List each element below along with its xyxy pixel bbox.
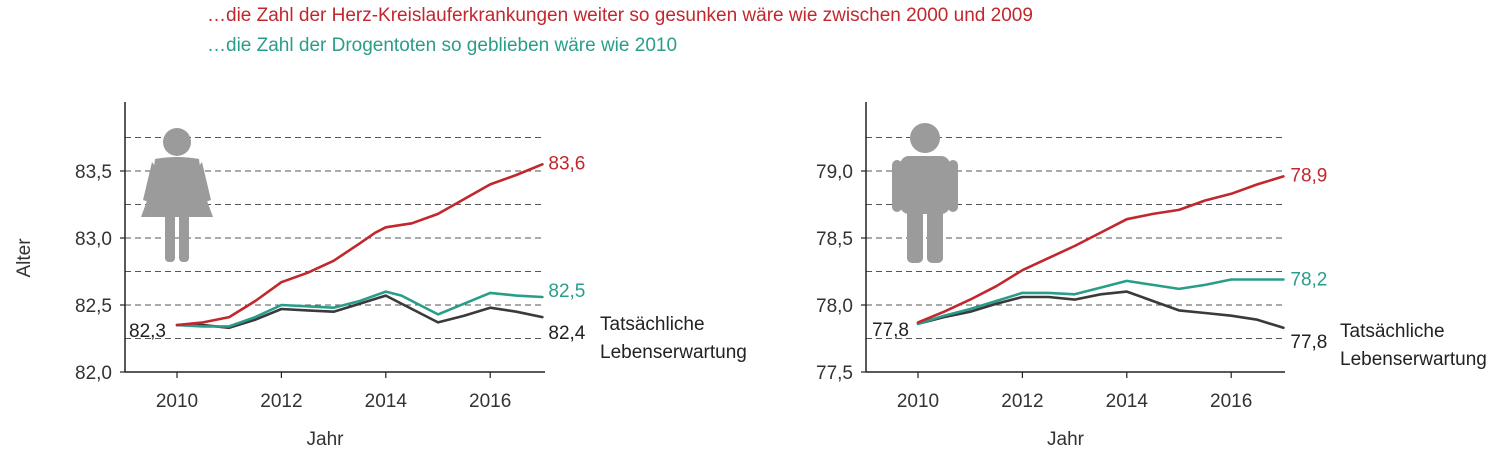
icon-arm-right <box>196 162 211 202</box>
icon-leg-left <box>907 206 923 263</box>
male-person-icon <box>892 123 958 263</box>
y-tick-label: 77,5 <box>816 363 853 384</box>
x-axis-title: Jahr <box>307 429 345 450</box>
icon-leg-left <box>165 214 175 262</box>
x-tick-label: 2014 <box>1106 391 1149 412</box>
chart-panel-male: 77,5 78,0 78,5 79,0 2010 2012 2014 2016 Jahr 77,8… <box>816 102 1487 450</box>
series-line-dark <box>916 290 1285 330</box>
y-tick-label: 78,0 <box>816 296 853 317</box>
x-tick-label: 2012 <box>1001 391 1043 412</box>
x-tick-label: 2016 <box>1210 391 1252 412</box>
x-tick-label: 2014 <box>365 391 408 412</box>
y-tick-label: 82,0 <box>75 363 112 384</box>
x-tick-label: 2010 <box>156 391 198 412</box>
note-line-1: Tatsächliche <box>600 314 705 335</box>
end-label-red: 83,6 <box>548 153 585 174</box>
end-label-green: 78,2 <box>1290 270 1327 291</box>
icon-leg-right <box>179 214 189 262</box>
icon-torso <box>900 156 950 214</box>
x-axis-title: Jahr <box>1047 429 1085 450</box>
note-line-1: Tatsächliche <box>1340 321 1445 342</box>
icon-arm-left <box>892 160 902 212</box>
icon-arm-left <box>143 162 158 202</box>
note-line-2: Lebenserwartung <box>1340 349 1487 370</box>
y-tick-label: 78,5 <box>816 229 853 250</box>
series-line-red <box>916 175 1285 324</box>
female-person-icon <box>141 128 213 262</box>
x-tick-label: 2010 <box>897 391 939 412</box>
y-tick-label: 79,0 <box>816 162 853 183</box>
series-line-green <box>175 290 544 328</box>
start-label: 82,3 <box>129 321 166 342</box>
legend-heart-disease: …die Zahl der Herz-Kreislauferkrankungen… <box>207 5 1033 26</box>
y-tick-label: 83,0 <box>75 229 112 250</box>
note-line-2: Lebenserwartung <box>600 342 747 363</box>
legend-drug-deaths: …die Zahl der Drogentoten so geblieben w… <box>207 35 678 56</box>
series-line-red <box>175 163 544 327</box>
y-tick-label: 83,5 <box>75 162 112 183</box>
icon-head <box>910 123 940 153</box>
series-line-dark <box>175 294 544 330</box>
icon-head <box>163 128 191 156</box>
x-tick-label: 2012 <box>260 391 302 412</box>
end-label-dark: 77,8 <box>1290 332 1327 353</box>
icon-leg-right <box>927 206 943 263</box>
start-label: 77,8 <box>872 320 909 341</box>
series-line-green <box>916 278 1285 326</box>
y-tick-label: 82,5 <box>75 296 112 317</box>
icon-arm-right <box>948 160 958 212</box>
end-label-green: 82,5 <box>548 281 585 302</box>
y-axis-title: Alter <box>14 238 35 278</box>
end-label-red: 78,9 <box>1290 165 1327 186</box>
end-label-dark: 82,4 <box>548 323 585 344</box>
x-tick-label: 2016 <box>469 391 511 412</box>
chart-panel-female: 82,0 82,5 83,0 83,5 2010 2012 2014 2016 Jahr Alte… <box>14 102 747 450</box>
icon-dress <box>141 157 213 217</box>
